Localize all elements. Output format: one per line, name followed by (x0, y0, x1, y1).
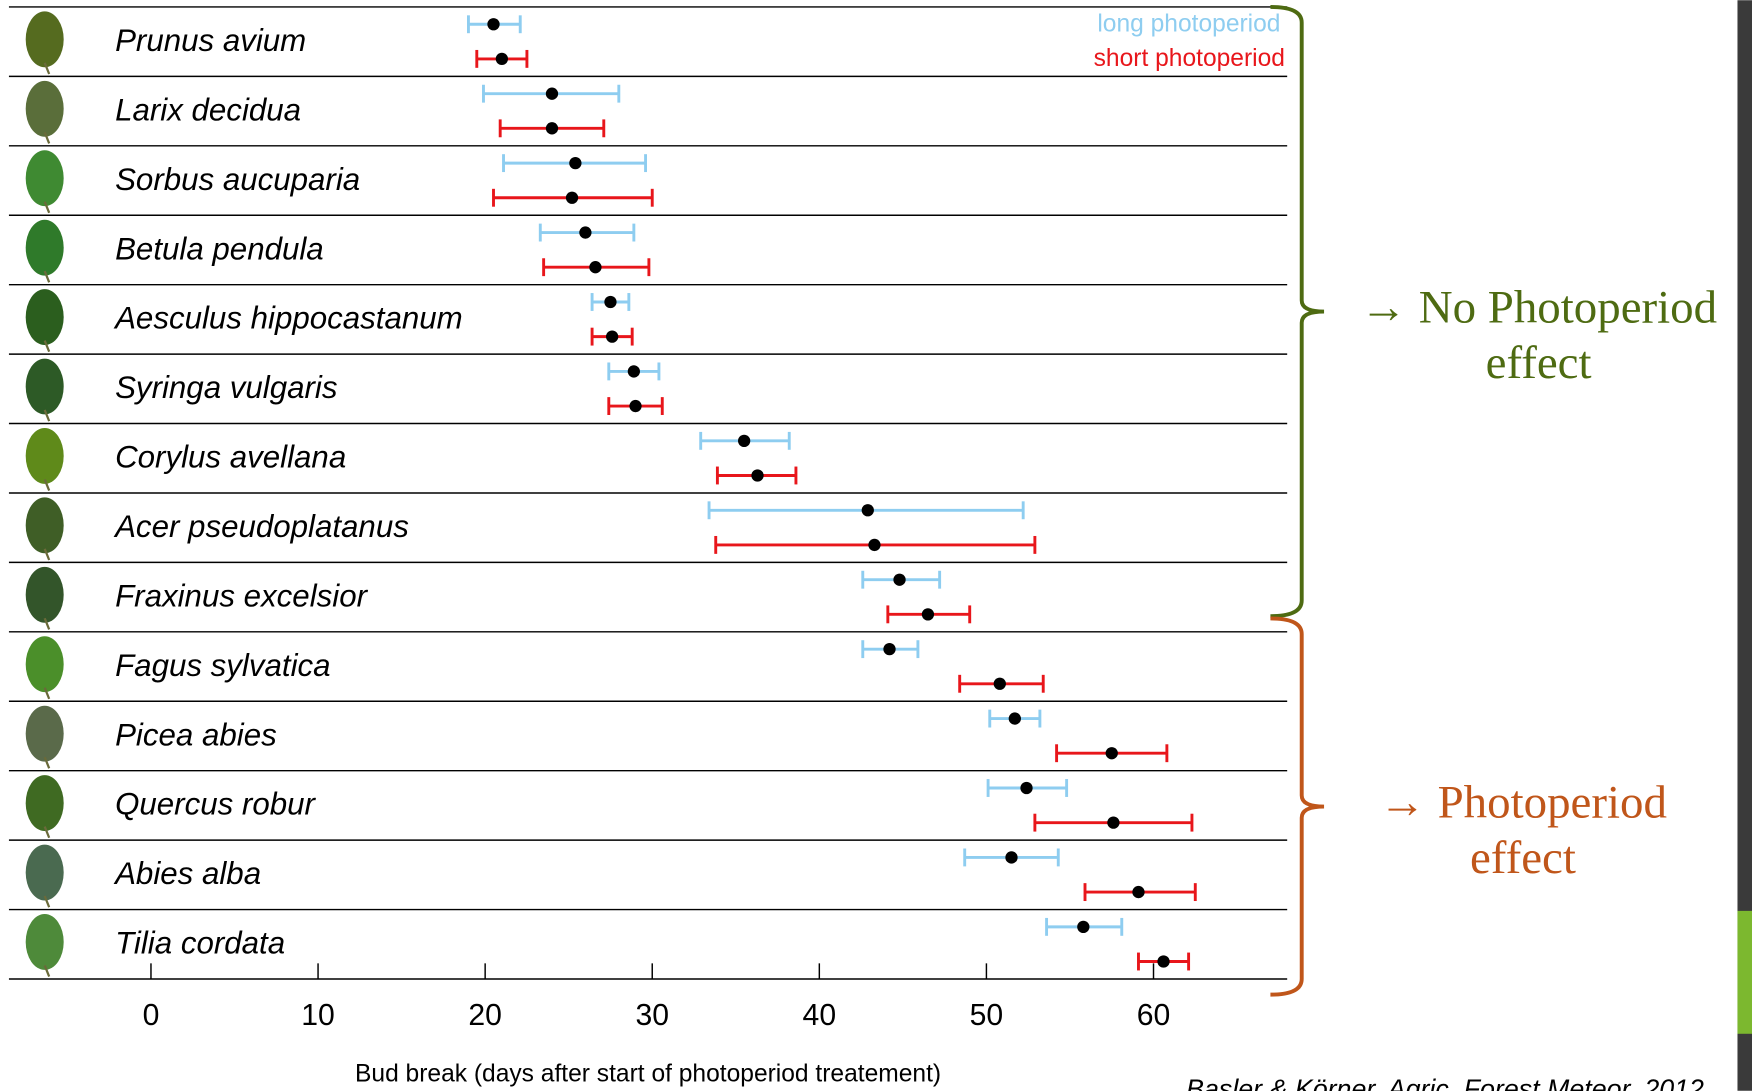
mean-dot (1009, 712, 1021, 724)
species-label: Larix decidua (115, 92, 301, 127)
annotation: effect (1486, 337, 1592, 389)
mean-dot (1106, 747, 1118, 759)
mean-dot (604, 296, 616, 308)
leaf-icon (26, 845, 64, 901)
leaf-icon (26, 289, 64, 345)
mean-dot (628, 365, 640, 377)
legend-label: long photoperiod (1097, 10, 1280, 37)
brace (1270, 7, 1324, 616)
mean-dot (496, 53, 508, 65)
leaf-icon (26, 150, 64, 206)
leaf-icon (26, 497, 64, 553)
mean-dot (862, 504, 874, 516)
leaf-icon (26, 706, 64, 762)
x-tick-label: 50 (970, 999, 1004, 1032)
leaf-icon (26, 220, 64, 276)
x-tick-label: 30 (635, 999, 669, 1032)
species-label: Fraxinus excelsior (115, 578, 369, 613)
mean-dot (629, 400, 641, 412)
mean-dot (1077, 921, 1089, 933)
x-tick-label: 60 (1137, 999, 1171, 1032)
annotation: → Photoperiod (1379, 776, 1667, 828)
species-label: Abies alba (113, 856, 261, 891)
leaf-icon (26, 567, 64, 623)
mean-dot (566, 192, 578, 204)
species-label: Betula pendula (115, 231, 324, 266)
species-label: Aesculus hippocastanum (113, 301, 463, 336)
mean-dot (751, 469, 763, 481)
chart: Bud break (days after start of photoperi… (0, 0, 1752, 1091)
mean-dot (1132, 886, 1144, 898)
mean-dot (883, 643, 895, 655)
mean-dot (868, 539, 880, 551)
mean-dot (922, 608, 934, 620)
mean-dot (487, 18, 499, 30)
species-label: Syringa vulgaris (115, 370, 337, 405)
mean-dot (1005, 851, 1017, 863)
annotation: effect (1470, 832, 1576, 884)
legend-label: short photoperiod (1094, 45, 1285, 72)
mean-dot (579, 226, 591, 238)
species-label: Fagus sylvatica (115, 648, 330, 683)
leaf-icon (26, 428, 64, 484)
species-label: Quercus robur (115, 787, 316, 822)
x-tick-label: 40 (803, 999, 837, 1032)
mean-dot (546, 122, 558, 134)
annotation: → No Photoperiod (1360, 281, 1717, 333)
leaf-icon (26, 81, 64, 137)
species-label: Acer pseudoplatanus (113, 509, 409, 544)
leaf-icon (26, 914, 64, 970)
leaf-icon (26, 775, 64, 831)
mean-dot (1107, 817, 1119, 829)
x-axis-label: Bud break (days after start of photoperi… (355, 1061, 941, 1088)
mean-dot (569, 157, 581, 169)
brace (1270, 618, 1324, 994)
x-tick-label: 10 (301, 999, 335, 1032)
species-label: Corylus avellana (115, 440, 346, 475)
mean-dot (738, 435, 750, 447)
mean-dot (994, 678, 1006, 690)
source: Basler & Körner, Agric. Forest Meteor. 2… (1186, 1074, 1704, 1091)
species-label: Prunus avium (115, 23, 306, 58)
species-label: Sorbus aucuparia (115, 162, 360, 197)
mean-dot (546, 88, 558, 100)
mean-dot (1157, 955, 1169, 967)
mean-dot (893, 574, 905, 586)
x-tick-label: 20 (468, 999, 502, 1032)
leaf-icon (26, 359, 64, 415)
mean-dot (606, 330, 618, 342)
leaf-icon (26, 636, 64, 692)
mean-dot (589, 261, 601, 273)
x-tick-label: 0 (143, 999, 160, 1032)
side-accent (1737, 911, 1752, 1034)
species-label: Tilia cordata (115, 926, 285, 961)
leaf-icon (26, 11, 64, 67)
species-label: Picea abies (115, 717, 277, 752)
mean-dot (1020, 782, 1032, 794)
